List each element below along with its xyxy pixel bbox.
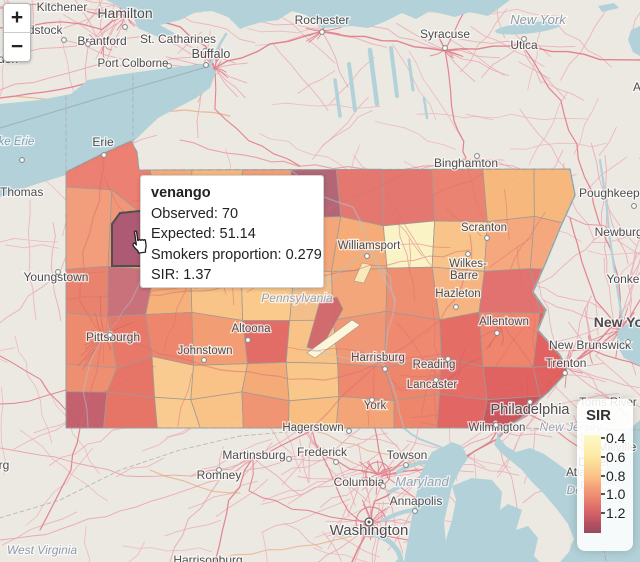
- svg-text:Lake Erie: Lake Erie: [0, 136, 34, 148]
- svg-text:Newburgh: Newburgh: [595, 225, 640, 239]
- svg-text:Maryland: Maryland: [395, 474, 449, 489]
- svg-text:Hazleton: Hazleton: [435, 288, 480, 300]
- svg-text:Columbia: Columbia: [334, 475, 385, 489]
- svg-text:Annapolis: Annapolis: [390, 494, 443, 508]
- svg-text:Romney: Romney: [197, 468, 242, 482]
- svg-text:Altoona: Altoona: [231, 323, 271, 335]
- svg-text:Brantford: Brantford: [77, 34, 126, 48]
- svg-text:Hamilton: Hamilton: [97, 5, 152, 21]
- svg-text:Williamsport: Williamsport: [338, 240, 401, 252]
- svg-text:Pittsburgh: Pittsburgh: [86, 330, 140, 344]
- svg-text:Washington: Washington: [330, 522, 409, 539]
- svg-text:Yonkers: Yonkers: [607, 272, 640, 286]
- svg-text:Wilkes-: Wilkes-: [449, 258, 487, 270]
- svg-text:Buffalo: Buffalo: [192, 47, 231, 61]
- svg-text:Harrisburg: Harrisburg: [351, 352, 405, 364]
- svg-text:Scranton: Scranton: [461, 222, 507, 234]
- svg-text:Harrisonburg: Harrisonburg: [173, 553, 242, 562]
- svg-text:Reading: Reading: [413, 359, 456, 371]
- svg-text:New York: New York: [594, 314, 640, 330]
- svg-text:Allentown: Allentown: [479, 316, 529, 328]
- svg-text:Albany: Albany: [633, 80, 640, 94]
- svg-text:New Brunswick: New Brunswick: [549, 338, 632, 352]
- svg-text:York: York: [364, 400, 387, 412]
- svg-text:Pennsylvania: Pennsylvania: [261, 291, 333, 305]
- svg-text:West Virginia: West Virginia: [7, 543, 78, 557]
- svg-text:Port Colborne: Port Colborne: [98, 58, 169, 70]
- svg-text:Frederick: Frederick: [297, 445, 348, 459]
- svg-text:Syracuse: Syracuse: [420, 27, 470, 41]
- svg-text:Martinsburg: Martinsburg: [222, 448, 285, 462]
- svg-text:rg: rg: [0, 458, 9, 472]
- svg-text:Youngstown: Youngstown: [24, 270, 89, 284]
- svg-text:Lancaster: Lancaster: [407, 379, 458, 391]
- svg-text:Hagerstown: Hagerstown: [282, 422, 343, 434]
- svg-text:Poughkeepsie: Poughkeepsie: [579, 186, 640, 200]
- svg-text:Barre: Barre: [450, 270, 478, 282]
- svg-text:Binghamton: Binghamton: [434, 156, 498, 170]
- svg-text:Trenton: Trenton: [546, 356, 587, 370]
- svg-text:Thomas: Thomas: [0, 185, 43, 199]
- svg-text:Kitchener: Kitchener: [37, 0, 88, 14]
- svg-text:Wilmington: Wilmington: [469, 422, 526, 434]
- svg-text:Rochester: Rochester: [295, 13, 350, 27]
- svg-text:Johnstown: Johnstown: [178, 345, 233, 357]
- svg-text:Erie: Erie: [92, 135, 114, 149]
- svg-text:New York: New York: [510, 12, 567, 27]
- svg-text:Philadelphia: Philadelphia: [490, 402, 570, 418]
- svg-text:St. Catharines: St. Catharines: [140, 32, 216, 46]
- svg-text:Utica: Utica: [510, 38, 538, 52]
- svg-text:Towson: Towson: [387, 448, 428, 462]
